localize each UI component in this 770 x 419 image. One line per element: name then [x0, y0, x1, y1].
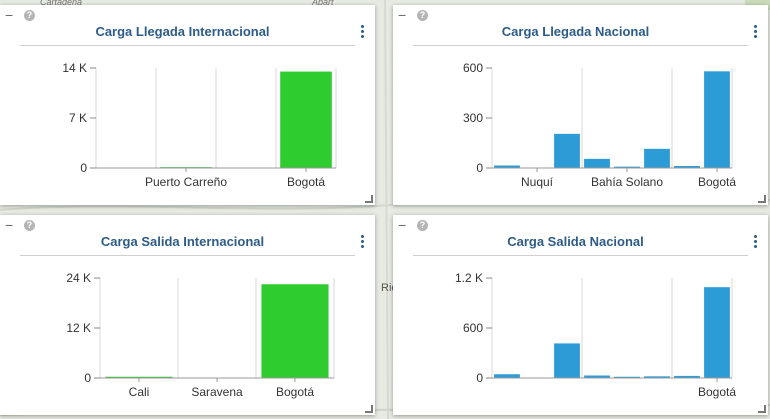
resize-handle-icon[interactable]	[365, 405, 373, 413]
bar-bogotá	[704, 71, 730, 168]
menu-dots-icon[interactable]	[748, 233, 762, 251]
x-tick-label: Bogotá	[698, 385, 736, 399]
panel-title: Carga Llegada Nacional	[501, 24, 650, 39]
bar-item-5	[644, 148, 670, 168]
panel-carga-llegada-internacional[interactable]: − ? Carga Llegada Internacional 0 7 K 14 K…	[0, 5, 375, 205]
x-tick-label: Nuquí	[521, 175, 554, 189]
y-tick-label: 1.2 K	[455, 271, 483, 285]
y-tick-label: 600	[463, 61, 483, 75]
bar-item-6	[674, 166, 700, 168]
bar-bogotá	[261, 284, 329, 378]
resize-handle-icon[interactable]	[365, 195, 373, 203]
menu-dots-icon[interactable]	[748, 23, 762, 41]
minimize-icon[interactable]: −	[398, 217, 407, 233]
map-label-cartagena: Cartagena	[40, 0, 83, 7]
bar-chart: 0 12 K 24 K Cali Saravena Bogotá	[66, 271, 335, 399]
panel-carga-salida-internacional[interactable]: − ? Carga Salida Internacional 0 12 K 24 K…	[0, 215, 375, 415]
panel-title: Carga Salida Nacional	[507, 234, 644, 249]
x-tick-label: Bahía Solano	[591, 175, 663, 189]
y-tick-label: 0	[80, 161, 87, 175]
bar-item-4	[614, 376, 640, 378]
bar-item-2	[554, 133, 580, 168]
bar-chart: 0 7 K 14 K Puerto Carreño Bogotá	[62, 61, 337, 189]
bar-item-2	[554, 343, 580, 378]
panel-title: Carga Llegada Internacional	[95, 24, 270, 39]
resize-handle-icon[interactable]	[758, 195, 766, 203]
bar-bahía-solano	[614, 166, 640, 168]
title-divider	[20, 255, 355, 256]
menu-dots-icon[interactable]	[355, 23, 369, 41]
panel-carga-llegada-nacional[interactable]: − ? Carga Llegada Nacional 0 300 600 Nuquí B…	[393, 5, 768, 205]
y-tick-label: 0	[476, 371, 483, 385]
title-divider	[413, 45, 748, 46]
bar-item-0	[494, 374, 520, 378]
x-tick-label: Saravena	[191, 385, 243, 399]
help-icon[interactable]: ?	[417, 10, 428, 21]
minimize-icon[interactable]: −	[5, 7, 14, 23]
y-tick-label: 0	[84, 371, 91, 385]
bar-chart: 0 600 1.2 K Bogotá	[455, 271, 736, 399]
resize-handle-icon[interactable]	[758, 405, 766, 413]
bar-item-5	[644, 376, 670, 378]
bar-cali	[105, 376, 173, 378]
title-divider	[20, 45, 355, 46]
map-label-apart: Apart	[312, 0, 334, 7]
minimize-icon[interactable]: −	[398, 7, 407, 23]
help-icon[interactable]: ?	[24, 220, 35, 231]
bar-item-3	[584, 158, 610, 168]
y-tick-label: 600	[463, 321, 483, 335]
y-tick-label: 24 K	[66, 271, 91, 285]
menu-dots-icon[interactable]	[355, 233, 369, 251]
bar-bogotá	[704, 287, 730, 378]
panel-carga-salida-nacional[interactable]: − ? Carga Salida Nacional 0 600 1.2 K Bogot…	[393, 215, 768, 415]
y-tick-label: 12 K	[66, 321, 91, 335]
x-tick-label: Bogotá	[276, 385, 314, 399]
minimize-icon[interactable]: −	[5, 217, 14, 233]
y-tick-label: 7 K	[69, 111, 87, 125]
y-tick-label: 300	[463, 111, 483, 125]
bar-bogotá	[280, 71, 332, 168]
bar-item-0	[494, 165, 520, 168]
bar-chart: 0 300 600 Nuquí Bahía Solano Bogotá	[463, 61, 736, 189]
bar-item-6	[674, 375, 700, 378]
y-tick-label: 0	[476, 161, 483, 175]
x-tick-label: Cali	[129, 385, 150, 399]
x-tick-label: Bogotá	[698, 175, 736, 189]
x-tick-label: Puerto Carreño	[145, 175, 227, 189]
y-tick-label: 14 K	[62, 61, 87, 75]
map-label-ric: Ric	[381, 282, 397, 294]
bar-item-3	[584, 375, 610, 378]
x-tick-label: Bogotá	[287, 175, 325, 189]
help-icon[interactable]: ?	[24, 10, 35, 21]
title-divider	[413, 255, 748, 256]
help-icon[interactable]: ?	[417, 220, 428, 231]
panel-title: Carga Salida Internacional	[100, 234, 265, 249]
